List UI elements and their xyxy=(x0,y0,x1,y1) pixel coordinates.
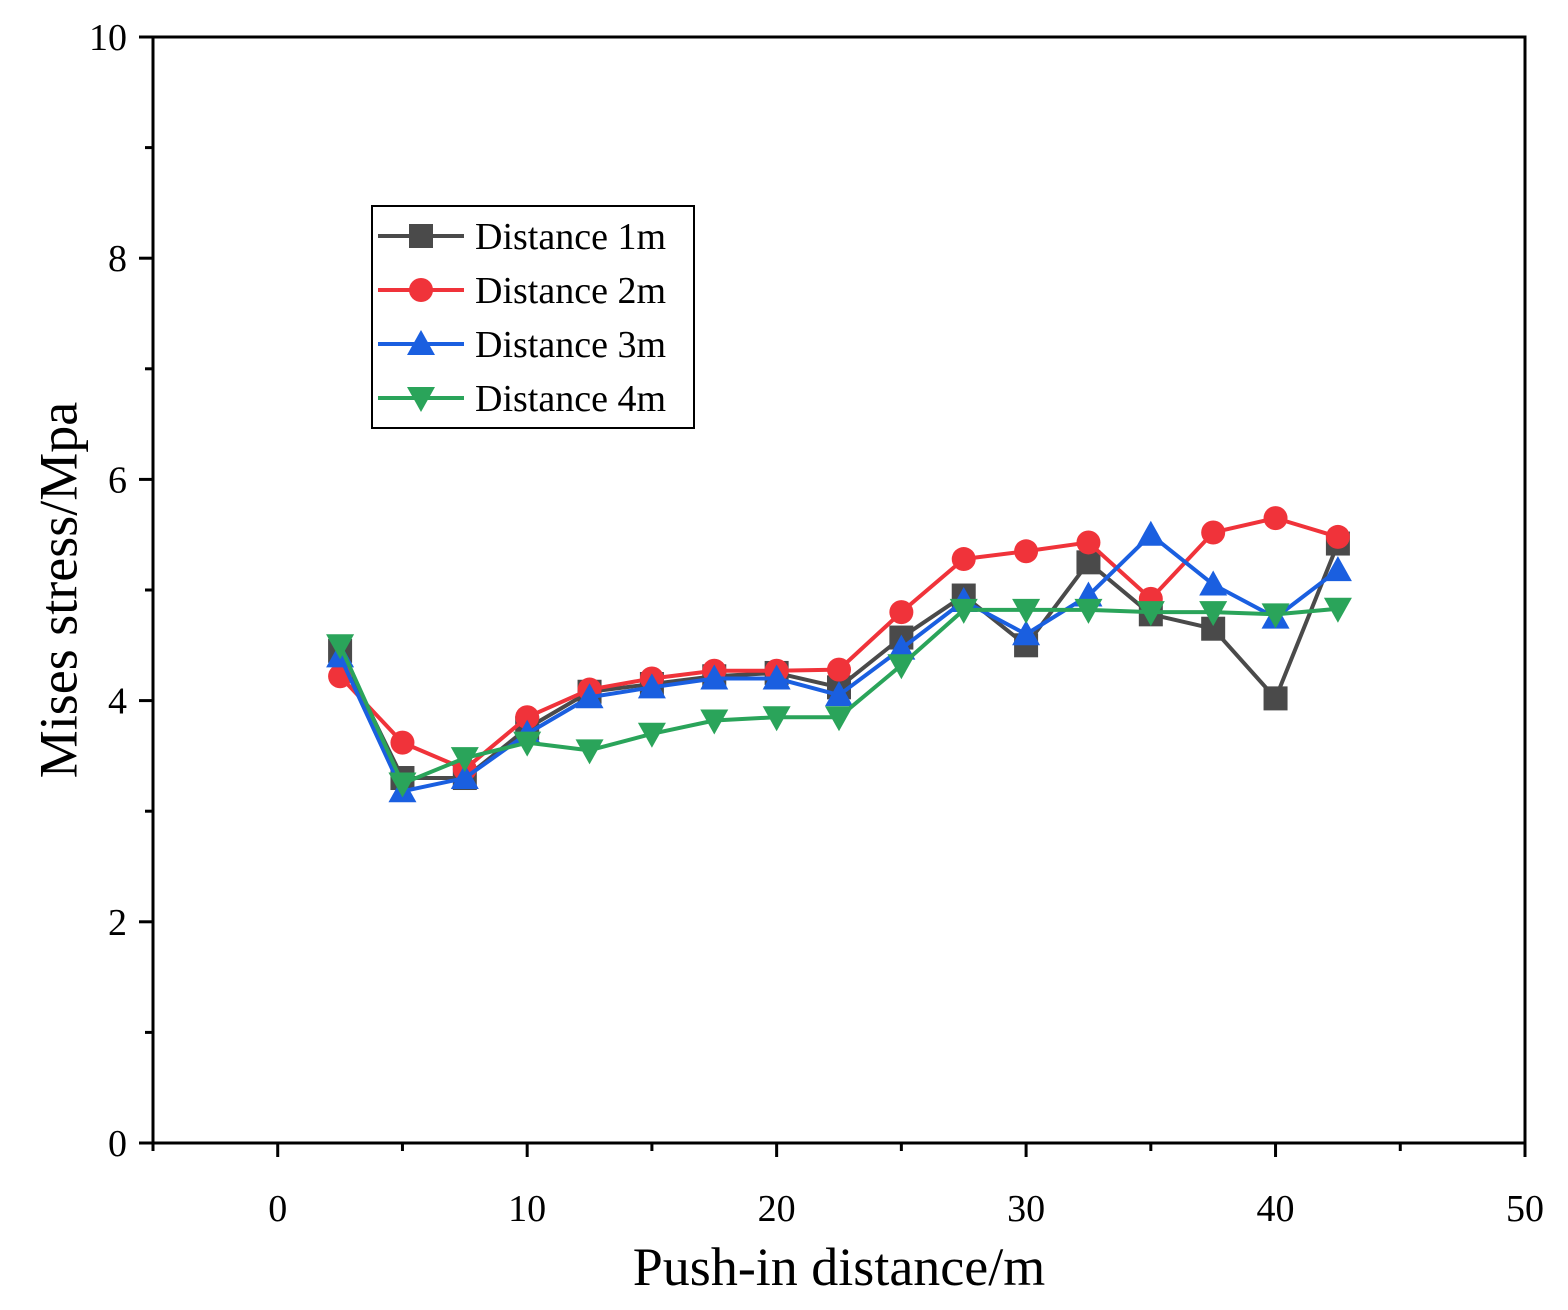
series-2-point xyxy=(1076,530,1101,555)
legend-label: Distance 1m xyxy=(475,216,666,258)
series-4-point xyxy=(1199,601,1228,627)
legend-marker xyxy=(409,224,433,248)
series-3-point xyxy=(887,634,916,660)
series-3-point xyxy=(825,681,853,707)
y-tick-label: 10 xyxy=(89,17,127,59)
legend-item: Distance 1m xyxy=(378,216,666,258)
series-3-point xyxy=(450,764,479,790)
legend-label: Distance 2m xyxy=(475,270,666,312)
x-tick-label: 10 xyxy=(508,1188,546,1230)
series-4-point xyxy=(637,722,666,748)
series-4-point xyxy=(1136,601,1165,627)
legend-marker xyxy=(407,387,435,412)
series-4-point xyxy=(949,598,978,624)
series-4-point xyxy=(1323,597,1352,623)
series-4-point xyxy=(887,654,916,680)
y-tick-label: 6 xyxy=(108,459,127,501)
series-3-point xyxy=(700,664,729,690)
series-2-point xyxy=(827,657,851,682)
series-4-point xyxy=(326,634,355,660)
x-axis-title: Push-in distance/m xyxy=(633,1237,1045,1297)
series-4-point xyxy=(575,739,604,765)
y-tick-label: 8 xyxy=(108,238,127,280)
series-4-point xyxy=(700,709,729,735)
series-3-point xyxy=(1012,620,1041,646)
legend-item: Distance 3m xyxy=(378,324,666,366)
series-4-point xyxy=(1261,603,1290,629)
series-2-point xyxy=(1263,506,1288,531)
series-2-point xyxy=(1014,539,1039,564)
series-3-point xyxy=(637,673,666,699)
legend-item: Distance 2m xyxy=(378,270,666,312)
series-4-point xyxy=(825,706,853,732)
series-3-point xyxy=(1323,556,1352,582)
series-4-point xyxy=(1012,598,1041,624)
legend-label: Distance 3m xyxy=(475,324,666,366)
series-4-point xyxy=(762,706,791,732)
x-tick-label: 0 xyxy=(268,1188,287,1230)
y-axis-title: Mises stress/Mpa xyxy=(28,402,88,779)
series-2-point xyxy=(515,705,540,730)
series-3-point xyxy=(1136,520,1165,546)
x-tick-label: 30 xyxy=(1007,1188,1045,1230)
ticks-layer: 0 10 20 30 40 50 0 2 4 6 8 10 xyxy=(89,17,1544,1230)
x-tick-label: 20 xyxy=(758,1188,796,1230)
series-2-point xyxy=(889,600,914,625)
series-4 xyxy=(326,597,1352,798)
series-4-point xyxy=(388,772,417,798)
legend-marker xyxy=(407,330,435,355)
legend: Distance 1m Distance 2m Distance 3m Distanc… xyxy=(371,205,695,429)
series-4-point xyxy=(1074,598,1103,624)
legend-item: Distance 4m xyxy=(378,378,666,420)
series-4-point xyxy=(450,747,479,773)
x-tick-label: 50 xyxy=(1506,1188,1544,1230)
series-3-point xyxy=(575,683,604,709)
series-3-point xyxy=(1199,570,1228,596)
series-3-point xyxy=(762,664,791,690)
series-2-point xyxy=(1201,520,1226,545)
series-2-point xyxy=(951,547,976,572)
legend-marker xyxy=(409,278,433,302)
y-tick-label: 2 xyxy=(108,902,127,944)
series-layer xyxy=(326,506,1352,803)
series-4-point xyxy=(513,731,542,757)
series-2-point xyxy=(390,730,415,755)
series-2-point xyxy=(1325,524,1350,549)
x-tick-label: 40 xyxy=(1257,1188,1295,1230)
y-tick-label: 0 xyxy=(108,1123,127,1165)
y-tick-label: 4 xyxy=(108,681,127,723)
series-1-point xyxy=(1263,686,1288,711)
legend-label: Distance 4m xyxy=(475,378,666,420)
